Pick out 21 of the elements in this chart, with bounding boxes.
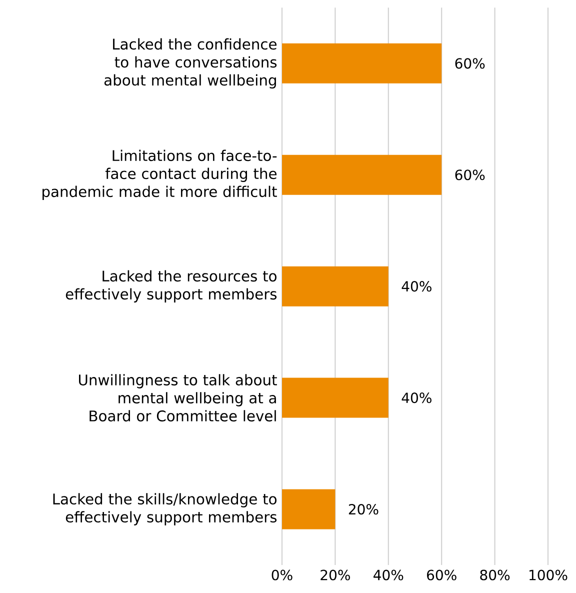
x-tick-label: 60% (427, 570, 456, 580)
y-tick-label: Unwillingness to talk about mental wellbeing at a Board or Committee level (79, 374, 277, 422)
bar (282, 378, 388, 418)
data-label: 60% (455, 58, 485, 69)
bar (282, 154, 442, 195)
data-label: 40% (402, 281, 432, 292)
bar (282, 43, 442, 84)
data-label: 40% (402, 392, 432, 404)
bar (282, 489, 336, 530)
y-tick-label: Lacked the resources to effectively support members (66, 270, 277, 302)
x-tick-label: 100% (530, 570, 568, 580)
data-label: 20% (348, 504, 378, 515)
x-tick-label: 20% (320, 570, 350, 580)
x-tick-label: 0% (272, 570, 292, 580)
y-tick-label: Lacked the skills/knowledge to effectively support members (53, 493, 277, 526)
x-tick-label: 40% (374, 570, 404, 580)
x-tick-label: 80% (480, 570, 510, 580)
bar (282, 266, 388, 306)
data-label: 60% (455, 170, 485, 180)
y-tick-label: Lacked the confidence to have conversations about mental wellbeing (104, 38, 277, 89)
y-tick-label: Limitations on face-to-face contact during the pandemic made it more difficult (42, 150, 277, 200)
